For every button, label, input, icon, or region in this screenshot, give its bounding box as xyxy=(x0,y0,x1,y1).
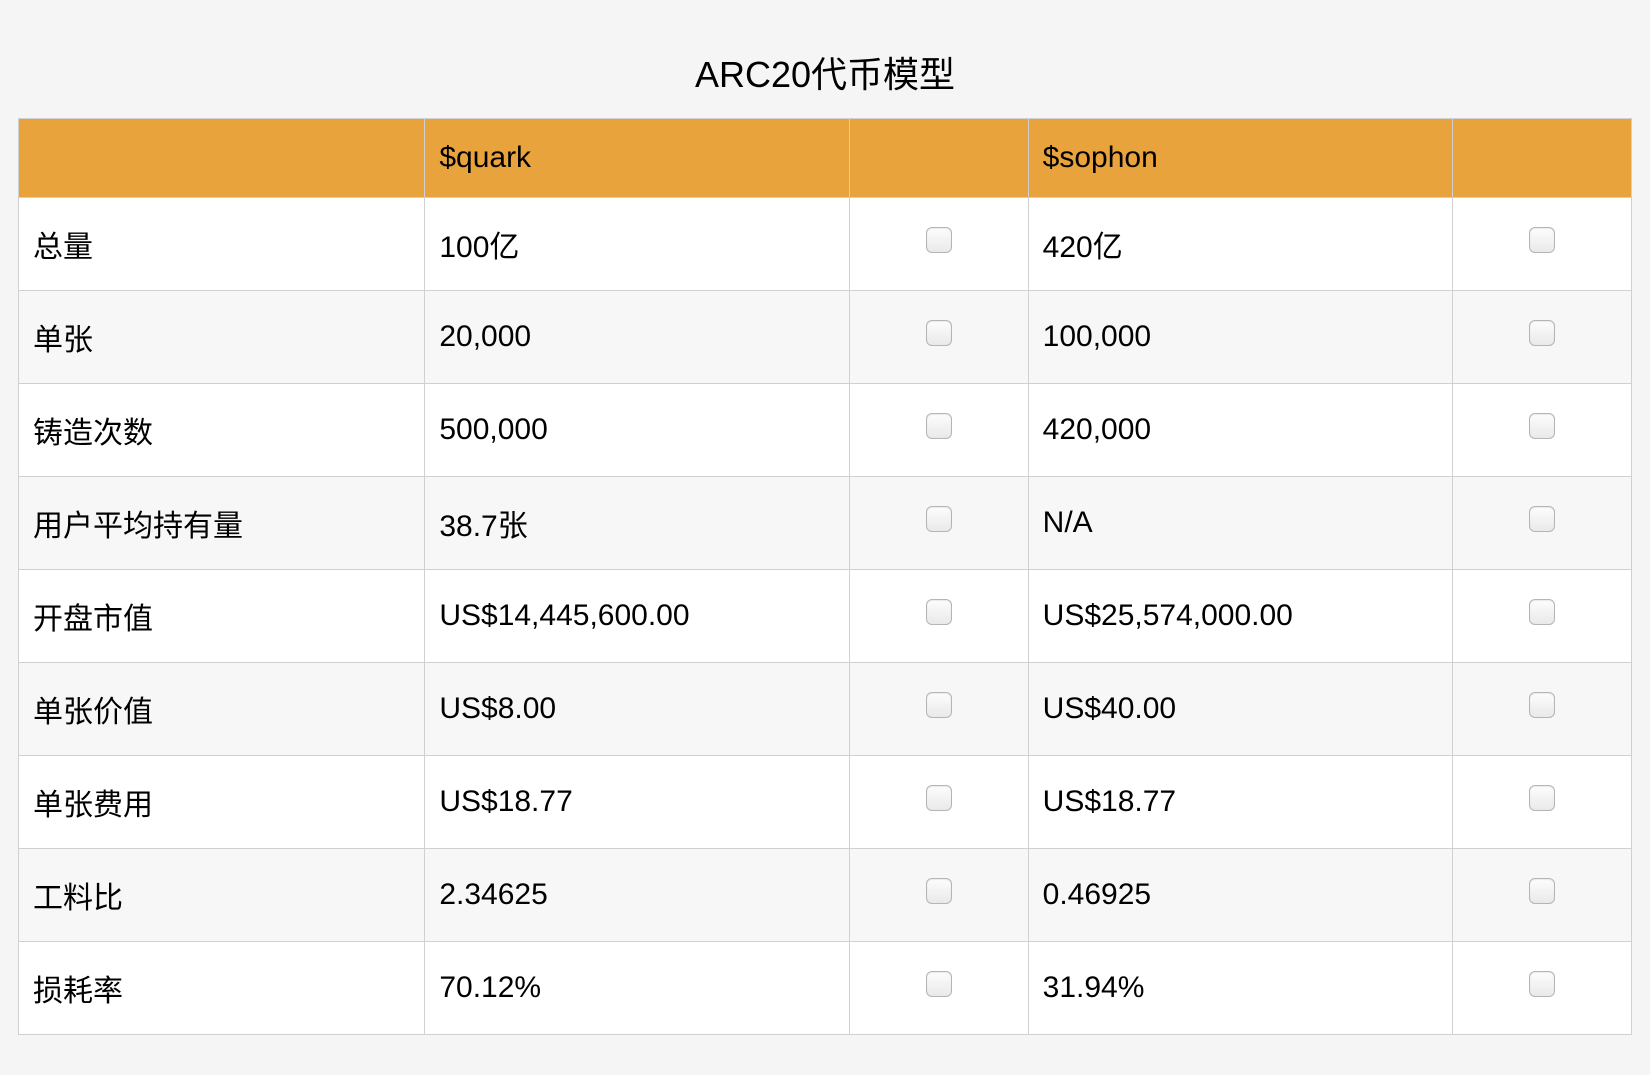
table-row: 工料比2.34625 0.46925 xyxy=(19,849,1632,942)
sophon-value: US$18.77 xyxy=(1028,756,1453,849)
table-header-row: $quark $sophon xyxy=(19,119,1632,198)
checkbox-icon[interactable] xyxy=(1529,599,1555,625)
quark-value: 20,000 xyxy=(425,291,850,384)
checkbox-icon[interactable] xyxy=(926,878,952,904)
sophon-value: 420,000 xyxy=(1028,384,1453,477)
sophon-value: 31.94% xyxy=(1028,942,1453,1035)
checkbox-icon[interactable] xyxy=(926,692,952,718)
checkbox-icon[interactable] xyxy=(926,506,952,532)
row-label: 用户平均持有量 xyxy=(19,477,425,570)
checkbox-icon[interactable] xyxy=(1529,785,1555,811)
row-label: 单张价值 xyxy=(19,663,425,756)
sophon-checkbox-cell xyxy=(1453,663,1632,756)
table-row: 总量100亿 420亿 xyxy=(19,198,1632,291)
col-header-quark-check xyxy=(850,119,1029,198)
sophon-value: US$40.00 xyxy=(1028,663,1453,756)
quark-value: 500,000 xyxy=(425,384,850,477)
sophon-checkbox-cell xyxy=(1453,849,1632,942)
table-body: 总量100亿 420亿单张20,000 100,000 铸造次数500,000 420,… xyxy=(19,198,1632,1035)
checkbox-icon[interactable] xyxy=(1529,413,1555,439)
checkbox-icon[interactable] xyxy=(1529,878,1555,904)
quark-checkbox-cell xyxy=(850,849,1029,942)
token-model-table: $quark $sophon 总量100亿 420亿单张20,000 100,000… xyxy=(18,118,1632,1035)
sophon-checkbox-cell xyxy=(1453,477,1632,570)
row-label: 单张费用 xyxy=(19,756,425,849)
sophon-checkbox-cell xyxy=(1453,384,1632,477)
col-header-empty xyxy=(19,119,425,198)
table-row: 开盘市值US$14,445,600.00 US$25,574,000.00 xyxy=(19,570,1632,663)
quark-checkbox-cell xyxy=(850,477,1029,570)
quark-checkbox-cell xyxy=(850,942,1029,1035)
table-row: 铸造次数500,000 420,000 xyxy=(19,384,1632,477)
quark-value: US$14,445,600.00 xyxy=(425,570,850,663)
col-header-sophon: $sophon xyxy=(1028,119,1453,198)
sophon-value: N/A xyxy=(1028,477,1453,570)
quark-value: 2.34625 xyxy=(425,849,850,942)
quark-checkbox-cell xyxy=(850,198,1029,291)
row-label: 总量 xyxy=(19,198,425,291)
checkbox-icon[interactable] xyxy=(1529,227,1555,253)
row-label: 损耗率 xyxy=(19,942,425,1035)
page-container: ARC20代币模型 $quark $sophon 总量100亿420亿单张20,… xyxy=(0,0,1650,1075)
checkbox-icon[interactable] xyxy=(1529,971,1555,997)
checkbox-icon[interactable] xyxy=(926,971,952,997)
quark-value: 70.12% xyxy=(425,942,850,1035)
checkbox-icon[interactable] xyxy=(926,320,952,346)
quark-checkbox-cell xyxy=(850,291,1029,384)
quark-checkbox-cell xyxy=(850,756,1029,849)
quark-value: 38.7张 xyxy=(425,477,850,570)
checkbox-icon[interactable] xyxy=(926,785,952,811)
checkbox-icon[interactable] xyxy=(926,599,952,625)
sophon-value: 100,000 xyxy=(1028,291,1453,384)
col-header-quark: $quark xyxy=(425,119,850,198)
quark-checkbox-cell xyxy=(850,663,1029,756)
quark-checkbox-cell xyxy=(850,570,1029,663)
sophon-checkbox-cell xyxy=(1453,291,1632,384)
page-title: ARC20代币模型 xyxy=(18,46,1632,98)
checkbox-icon[interactable] xyxy=(1529,692,1555,718)
table-row: 单张费用US$18.77US$18.77 xyxy=(19,756,1632,849)
table-row: 单张20,000 100,000 xyxy=(19,291,1632,384)
sophon-value: 420亿 xyxy=(1028,198,1453,291)
row-label: 铸造次数 xyxy=(19,384,425,477)
quark-value: US$8.00 xyxy=(425,663,850,756)
sophon-value: 0.46925 xyxy=(1028,849,1453,942)
quark-value: 100亿 xyxy=(425,198,850,291)
col-header-sophon-check xyxy=(1453,119,1632,198)
quark-checkbox-cell xyxy=(850,384,1029,477)
row-label: 开盘市值 xyxy=(19,570,425,663)
table-row: 用户平均持有量38.7张 N/A xyxy=(19,477,1632,570)
row-label: 单张 xyxy=(19,291,425,384)
sophon-checkbox-cell xyxy=(1453,756,1632,849)
checkbox-icon[interactable] xyxy=(926,227,952,253)
sophon-checkbox-cell xyxy=(1453,942,1632,1035)
quark-value: US$18.77 xyxy=(425,756,850,849)
sophon-checkbox-cell xyxy=(1453,570,1632,663)
table-row: 损耗率70.12% 31.94% xyxy=(19,942,1632,1035)
table-row: 单张价值US$8.00 US$40.00 xyxy=(19,663,1632,756)
checkbox-icon[interactable] xyxy=(926,413,952,439)
row-label: 工料比 xyxy=(19,849,425,942)
checkbox-icon[interactable] xyxy=(1529,506,1555,532)
sophon-checkbox-cell xyxy=(1453,198,1632,291)
checkbox-icon[interactable] xyxy=(1529,320,1555,346)
sophon-value: US$25,574,000.00 xyxy=(1028,570,1453,663)
